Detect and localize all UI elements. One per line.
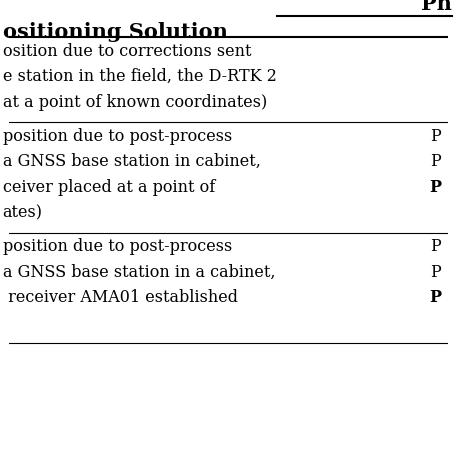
Text: position due to post-process: position due to post-process (3, 128, 232, 145)
Text: Ph: Ph (421, 0, 452, 14)
Text: P: P (430, 153, 441, 170)
Text: a GNSS base station in a cabinet,: a GNSS base station in a cabinet, (3, 264, 275, 281)
Text: osition due to corrections sent: osition due to corrections sent (3, 43, 251, 59)
Text: a GNSS base station in cabinet,: a GNSS base station in cabinet, (3, 153, 260, 170)
Text: P: P (430, 264, 441, 281)
Text: position due to post-process: position due to post-process (3, 239, 232, 255)
Text: at a point of known coordinates): at a point of known coordinates) (3, 94, 267, 111)
Text: P: P (430, 128, 441, 145)
Text: receiver AMA01 established: receiver AMA01 established (3, 289, 238, 306)
Text: ositioning Solution: ositioning Solution (3, 21, 228, 42)
Text: P: P (429, 289, 441, 306)
Text: e station in the field, the D-RTK 2: e station in the field, the D-RTK 2 (3, 68, 276, 85)
Text: P: P (429, 179, 441, 196)
Text: P: P (430, 239, 441, 255)
Text: ceiver placed at a point of: ceiver placed at a point of (3, 179, 215, 196)
Text: ates): ates) (3, 204, 43, 221)
